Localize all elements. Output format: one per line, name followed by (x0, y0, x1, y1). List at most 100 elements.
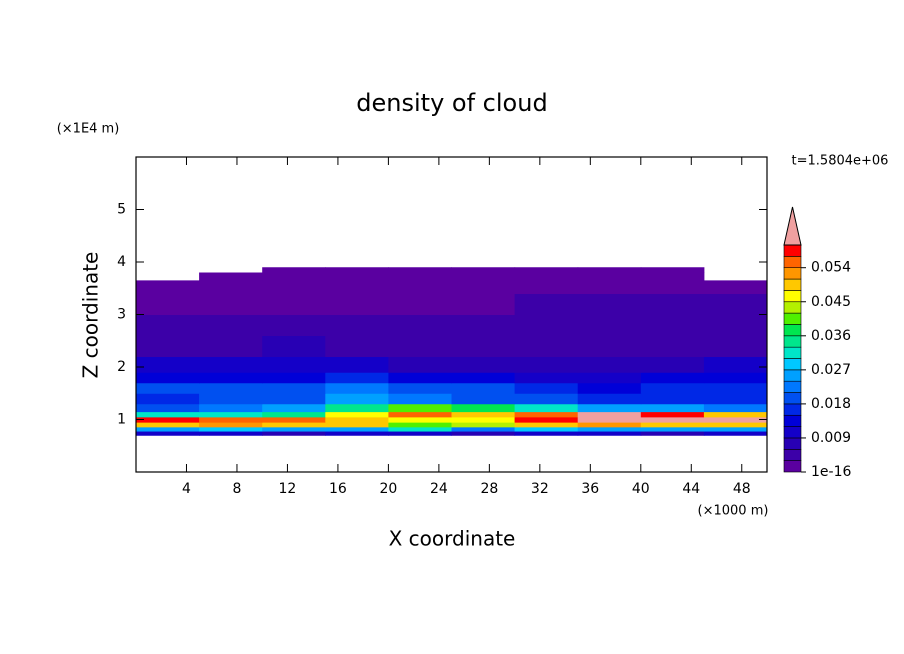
field-cell (514, 314, 579, 336)
field-cell (703, 382, 768, 394)
field-cell (451, 335, 516, 357)
field-cell (514, 422, 579, 428)
field-cell (199, 272, 263, 281)
field-cell (136, 293, 200, 315)
field-cell (388, 372, 452, 384)
field-cell (577, 431, 642, 436)
field-cell (262, 382, 326, 394)
annotation: t=1.5804e+06 (792, 154, 889, 169)
field-cell (388, 272, 452, 281)
field-cell (703, 416, 768, 423)
field-cell (388, 267, 452, 273)
field-cell (451, 293, 516, 315)
field-cell (262, 422, 326, 428)
colorbar-band (783, 437, 802, 450)
field-cell (703, 280, 768, 294)
field-cell (577, 335, 642, 357)
x-tick-label: 48 (733, 481, 751, 497)
field-cell (136, 403, 200, 413)
field-cell (451, 416, 516, 423)
field-cell (388, 426, 452, 432)
x-tick-label: 44 (682, 481, 700, 497)
field-cell (262, 280, 326, 294)
field-cell (136, 280, 200, 294)
field-cell (199, 293, 263, 315)
field-cell (325, 426, 389, 432)
field-cell (136, 426, 200, 432)
field-cell (703, 403, 768, 413)
y-tick-label: 5 (117, 202, 126, 218)
field-cell (388, 403, 452, 413)
field-cell (262, 272, 326, 281)
chart-title: density of cloud (356, 89, 547, 117)
field-cell (703, 431, 768, 436)
field-cell (199, 416, 263, 423)
field-cell (136, 335, 200, 357)
field-cell (703, 411, 768, 418)
x-unit: (×1000 m) (698, 504, 769, 519)
field-cell (325, 382, 389, 394)
field-cell (451, 393, 516, 405)
field-cell (640, 426, 705, 432)
field-cell (514, 356, 579, 373)
y-tick-label: 2 (117, 359, 126, 375)
field-cell (199, 426, 263, 432)
field-cell (451, 426, 516, 432)
field-cell (577, 372, 642, 384)
field-cell (451, 403, 516, 413)
field-cell (514, 280, 579, 294)
field-cell (136, 431, 200, 436)
field-cell (640, 411, 705, 418)
field-cell (703, 335, 768, 357)
colorbar-band (783, 256, 802, 269)
field-cell (577, 403, 642, 413)
colorbar-band (783, 414, 802, 427)
field-cell (325, 293, 389, 315)
field-cell (451, 382, 516, 394)
field-cell (325, 411, 389, 418)
field-cell (262, 314, 326, 336)
field-cell (325, 314, 389, 336)
field-cell (199, 411, 263, 418)
field-cell (514, 426, 579, 432)
field-cell (577, 356, 642, 373)
field-cell (451, 314, 516, 336)
y-unit: (×1E4 m) (57, 122, 120, 137)
field-cell (514, 411, 579, 418)
field-cell (199, 393, 263, 405)
field-cell (703, 293, 768, 315)
field-cell (325, 356, 389, 373)
field-cell (451, 267, 516, 273)
colorbar-band (783, 267, 802, 280)
colorbar-band (783, 244, 802, 257)
field-cell (514, 393, 579, 405)
colorbar-tick-label: 0.018 (811, 396, 851, 412)
colorbar-tick-label: 0.009 (811, 430, 851, 446)
field-cell (325, 431, 389, 436)
field-cell (262, 372, 326, 384)
field-cell (703, 372, 768, 384)
field-cell (451, 431, 516, 436)
colorbar-band (783, 290, 802, 303)
field-cell (640, 422, 705, 428)
y-tick-label: 3 (117, 307, 126, 323)
field-cell (262, 426, 326, 432)
colorbar-band (783, 346, 802, 359)
field-cell (451, 356, 516, 373)
field-cell (388, 416, 452, 423)
field-cell (199, 314, 263, 336)
colorbar-band (783, 448, 802, 461)
field-cell (136, 314, 200, 336)
field-cell (199, 356, 263, 373)
field-cell (262, 267, 326, 273)
field-cell (577, 267, 642, 273)
field-cell (451, 280, 516, 294)
field-cell (388, 431, 452, 436)
field-cell (640, 356, 705, 373)
field-cell (640, 372, 705, 384)
colorbar-band (783, 369, 802, 382)
field-cell (514, 267, 579, 273)
field-cell (262, 335, 326, 357)
field-cell (136, 411, 200, 418)
field-cell (325, 280, 389, 294)
